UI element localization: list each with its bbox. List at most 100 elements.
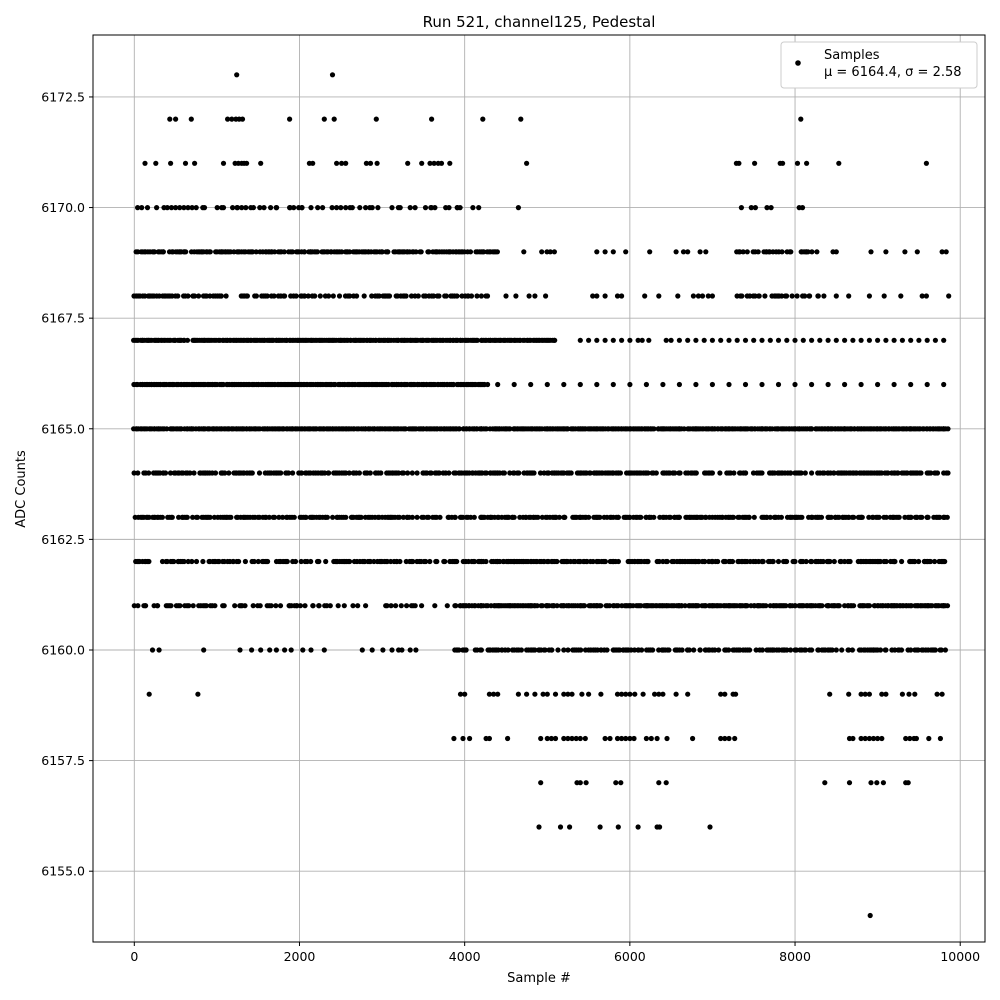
data-point (524, 691, 530, 697)
data-point (908, 426, 914, 432)
data-point (941, 514, 947, 520)
data-point (189, 205, 195, 211)
data-point (602, 249, 608, 255)
data-point (759, 558, 765, 565)
data-point (251, 558, 257, 565)
data-point (384, 603, 390, 609)
data-point (478, 558, 484, 565)
data-point (879, 691, 885, 697)
data-point (552, 735, 559, 742)
data-point (590, 558, 596, 565)
data-point (378, 470, 384, 476)
data-point (223, 293, 229, 299)
data-point (627, 735, 633, 742)
data-point (258, 160, 264, 166)
data-point (243, 205, 249, 211)
data-point (866, 293, 873, 299)
data-point (730, 514, 737, 520)
data-point (610, 603, 616, 609)
data-point (731, 470, 737, 476)
data-point (803, 647, 809, 653)
legend-marker (795, 60, 801, 66)
data-point (932, 337, 939, 343)
data-point (289, 249, 296, 255)
data-point (891, 470, 897, 476)
data-point (413, 249, 419, 255)
data-point (471, 514, 477, 520)
data-point (676, 337, 683, 343)
data-point (862, 691, 868, 697)
data-point (292, 558, 299, 565)
data-point (511, 558, 517, 565)
data-point (300, 647, 306, 653)
data-point (282, 293, 288, 299)
data-point (265, 558, 271, 565)
data-point (660, 426, 666, 432)
data-point (339, 249, 345, 255)
data-point (349, 205, 355, 211)
data-point (632, 691, 638, 697)
data-point (507, 426, 513, 432)
data-point (709, 426, 716, 432)
data-point (809, 470, 815, 476)
data-point (561, 426, 567, 432)
data-point (722, 735, 728, 742)
data-point (788, 249, 794, 255)
data-point (875, 514, 881, 520)
data-point (291, 514, 297, 520)
data-point (767, 337, 773, 343)
data-point (159, 514, 165, 520)
data-point (495, 603, 501, 609)
data-point (579, 691, 585, 697)
data-point (561, 603, 567, 609)
data-point (697, 249, 703, 255)
data-point (647, 647, 654, 653)
data-point (946, 293, 952, 299)
data-point (825, 426, 831, 432)
data-point (268, 205, 274, 211)
data-point (131, 603, 137, 609)
data-point (185, 558, 191, 565)
data-point (666, 647, 672, 653)
data-point (336, 293, 343, 299)
data-point (759, 337, 765, 343)
data-point (818, 514, 825, 520)
data-point (685, 691, 691, 697)
data-point (941, 337, 947, 343)
data-point (627, 426, 633, 432)
data-point (320, 205, 326, 211)
data-point (184, 514, 190, 520)
data-point (836, 160, 842, 166)
data-point (792, 426, 798, 432)
data-point (610, 381, 616, 388)
data-point (833, 647, 839, 653)
data-point (715, 558, 721, 565)
data-point (726, 381, 732, 388)
data-point (460, 514, 466, 520)
data-point (770, 558, 776, 565)
data-point (842, 470, 848, 476)
data-point (912, 691, 918, 697)
data-point (895, 647, 901, 653)
data-point (418, 249, 424, 255)
data-point (827, 691, 833, 697)
data-point (412, 603, 418, 609)
data-point (643, 558, 650, 565)
data-point (577, 470, 583, 476)
data-point (755, 603, 761, 609)
data-point (228, 514, 234, 520)
data-point (792, 603, 798, 609)
data-point (831, 558, 837, 565)
data-point (693, 514, 699, 520)
data-point (858, 514, 864, 520)
data-point (831, 470, 837, 476)
data-point (414, 514, 420, 520)
data-point (883, 337, 889, 343)
data-point (326, 470, 332, 476)
data-point (919, 293, 925, 299)
data-point (839, 647, 845, 653)
data-point (299, 205, 305, 211)
data-point (188, 116, 194, 122)
data-point (814, 249, 820, 255)
data-point (242, 603, 248, 609)
